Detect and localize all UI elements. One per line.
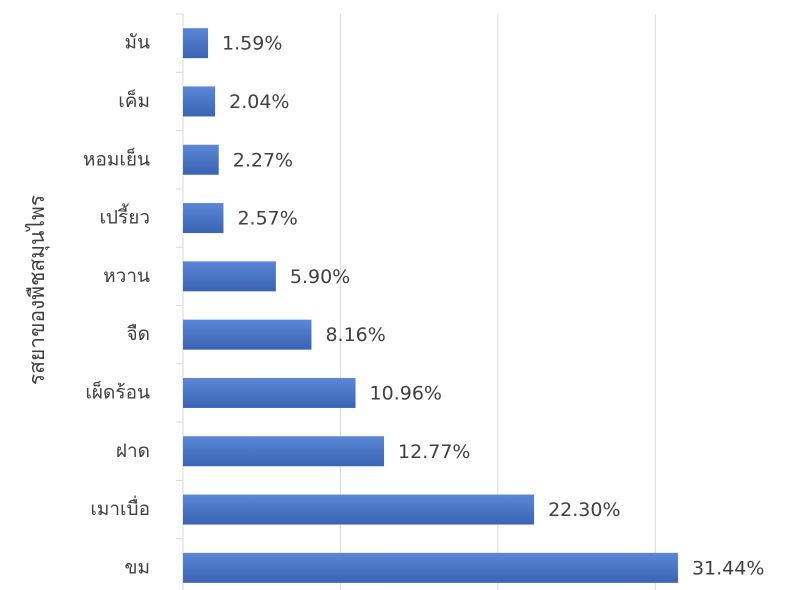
y-tick-label: เค็ม bbox=[118, 88, 150, 112]
data-label: 22.30% bbox=[548, 499, 620, 521]
data-label: 1.59% bbox=[222, 33, 282, 55]
bar bbox=[183, 28, 209, 59]
bar bbox=[183, 86, 216, 117]
data-label: 31.44% bbox=[692, 557, 764, 579]
data-label: 10.96% bbox=[370, 382, 442, 404]
y-tick-label: เผ็ดร้อน bbox=[85, 379, 150, 403]
data-label: 2.04% bbox=[229, 91, 289, 113]
data-label: 8.16% bbox=[325, 324, 385, 346]
y-tick-label: จืด bbox=[127, 323, 150, 345]
data-label: 2.57% bbox=[237, 208, 297, 230]
bar bbox=[183, 144, 219, 175]
bar bbox=[183, 552, 678, 583]
data-label: 5.90% bbox=[290, 266, 350, 288]
y-tick-label: ฝาด bbox=[116, 440, 150, 462]
y-tick-label: มัน bbox=[124, 32, 150, 54]
data-label: 12.77% bbox=[398, 441, 470, 463]
y-axis-label: รสยาของพืชสมุนไพร bbox=[25, 195, 50, 385]
y-tick-label: หอมเย็น bbox=[83, 146, 150, 170]
bar bbox=[183, 319, 312, 350]
bar bbox=[183, 261, 276, 292]
bar bbox=[183, 203, 224, 234]
bar bbox=[183, 494, 535, 525]
y-tick-label: ขม bbox=[124, 556, 150, 578]
y-tick-label: เมาเบื่อ bbox=[90, 495, 150, 520]
bar bbox=[183, 377, 356, 408]
y-tick-label: เปรี้ยว bbox=[99, 204, 150, 229]
y-tick-label: หวาน bbox=[103, 265, 150, 287]
bar bbox=[183, 436, 385, 467]
data-label: 2.27% bbox=[233, 149, 293, 171]
